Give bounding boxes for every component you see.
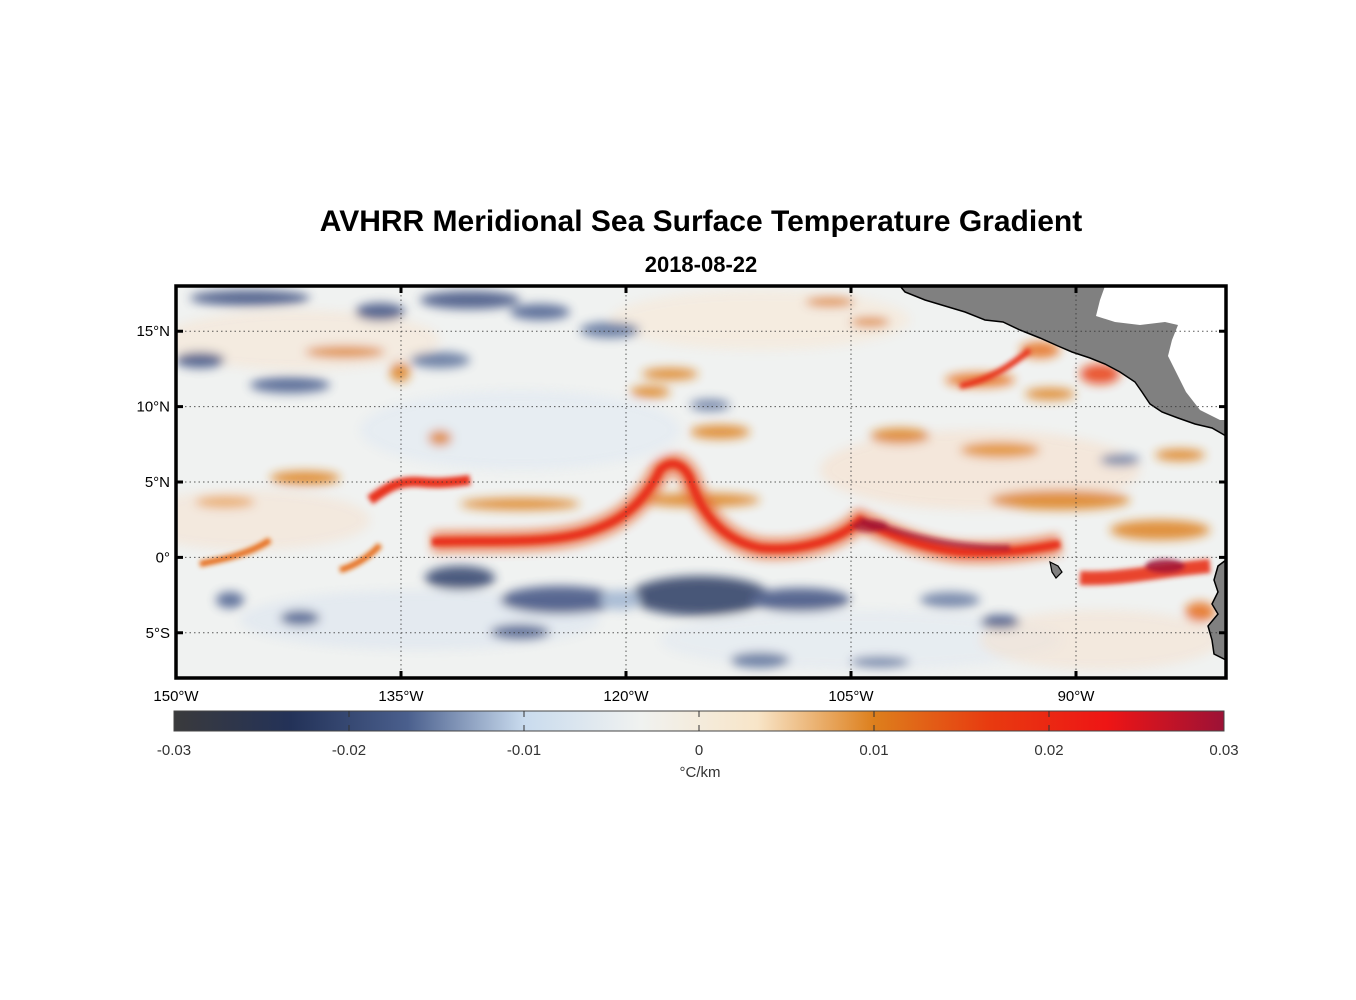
- latitude-label: 5°N: [145, 474, 170, 491]
- latitude-label: 10°N: [136, 399, 170, 416]
- colorbar-tick-label: 0.03: [1209, 742, 1238, 759]
- longitude-label: 90°W: [1058, 688, 1096, 705]
- colorbar-ticks: -0.03 -0.02 -0.01 0 0.01 0.02 0.03: [157, 711, 1239, 759]
- longitude-label: 105°W: [828, 688, 874, 705]
- longitude-label: 150°W: [153, 688, 199, 705]
- colorbar: -0.03 -0.02 -0.01 0 0.01 0.02 0.03: [157, 710, 1239, 759]
- colorbar-tick-label: 0: [695, 742, 703, 759]
- sst-gradient-field: [176, 290, 1220, 670]
- map-ticks: [174, 286, 1226, 678]
- colorbar-tick-label: -0.02: [332, 742, 366, 759]
- colorbar-gradient: [174, 711, 1224, 731]
- latitude-label: 0°: [156, 549, 170, 566]
- south-america-land: [1207, 559, 1226, 661]
- colorbar-tick-label: 0.01: [859, 742, 888, 759]
- colorbar-tick-label: 0.02: [1034, 742, 1063, 759]
- map-title: AVHRR Meridional Sea Surface Temperature…: [319, 205, 1083, 238]
- colorbar-units: °C/km: [679, 764, 721, 781]
- galapagos-islands: [1049, 560, 1063, 579]
- central-america-east-coast: [1096, 286, 1226, 420]
- latitude-label: 5°S: [146, 625, 170, 642]
- longitude-label: 120°W: [603, 688, 649, 705]
- latitude-label: 15°N: [136, 323, 170, 340]
- colorbar-tick-label: -0.01: [507, 742, 541, 759]
- longitude-labels: 150°W 135°W 120°W 105°W 90°W: [153, 688, 1095, 705]
- land-mask: [899, 286, 1226, 661]
- colorbar-tick-label: -0.03: [157, 742, 191, 759]
- map-subtitle: 2018-08-22: [644, 252, 758, 277]
- longitude-label: 135°W: [378, 688, 424, 705]
- latitude-labels: 15°N 10°N 5°N 0° 5°S: [136, 323, 170, 642]
